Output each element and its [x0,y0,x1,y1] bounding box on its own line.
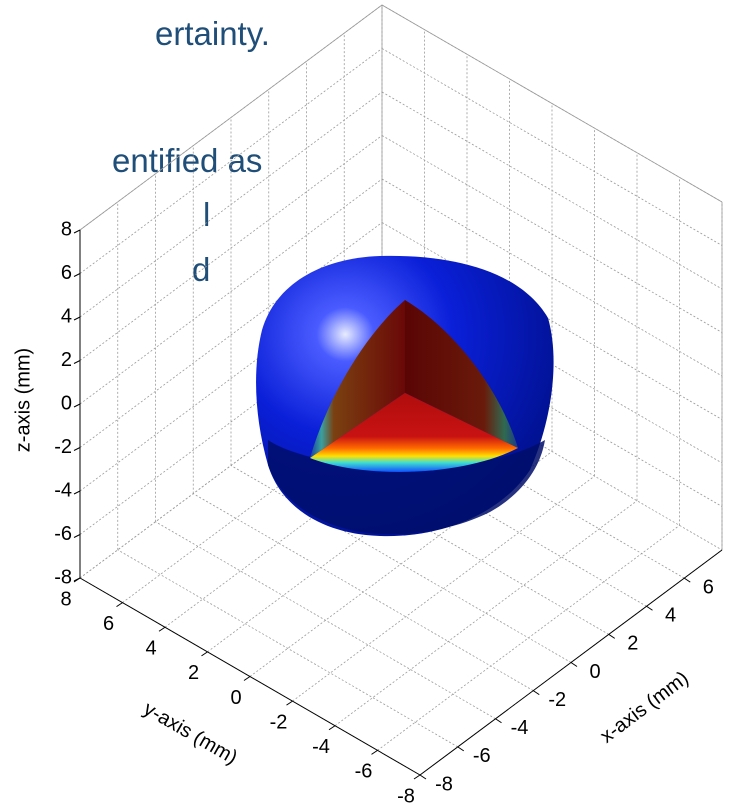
tick-mark [73,534,81,538]
tick-mark [73,403,81,408]
z-axis-label: z-axis (mm) [12,348,34,452]
y-tick-label: -2 [270,711,288,733]
slide-line: ertainty. [155,15,270,52]
y-tick-label: 2 [188,662,199,684]
tick-mark [532,690,540,696]
tick-mark [683,577,691,583]
x-tick-label: 4 [665,605,676,627]
y-tick-label: 0 [230,687,241,709]
tick-mark [608,633,616,639]
tick-mark [73,490,81,495]
cut-face [405,300,518,448]
tick-mark [73,447,81,451]
x-tick-label: 0 [589,661,600,683]
tick-mark [73,316,81,321]
grid-line [155,521,496,720]
z-tick-label: -8 [54,566,72,588]
slide-line: entified as [112,142,262,179]
slide-line: d [192,251,210,288]
y-tick-label: 4 [145,638,156,660]
sphere-surface [256,255,554,537]
tick-mark [328,725,336,731]
z-tick-label: 8 [61,218,72,240]
tick-mark [73,360,81,364]
tick-mark [419,774,427,780]
axis-line [419,549,723,776]
grid-line [381,222,723,420]
x-tick-label: 2 [627,633,638,655]
tick-mark [73,577,81,583]
cut-face [310,300,405,458]
slide-line: l [203,196,210,233]
x-tick-label: 6 [703,576,714,598]
tick-mark [457,746,465,752]
x-tick-label: -2 [548,689,566,711]
tick-mark [495,718,502,724]
z-tick-label: -2 [54,436,72,458]
slide-text: ertainty. entified as l d [112,15,270,288]
grid-line [268,437,609,635]
x-axis-label: x-axis (mm) [596,667,693,747]
y-tick-label: 6 [103,613,114,635]
tick-mark [646,605,653,611]
grid-line [117,549,458,748]
axis-line [79,577,421,776]
tick-mark [116,602,123,608]
cut-face [310,393,518,472]
grid-line [79,222,383,448]
y-tick-label: -8 [397,785,415,806]
tick-mark [158,626,166,632]
tick-mark [73,229,81,234]
z-tick-label: 0 [61,392,72,414]
tick-mark [73,273,81,277]
y-tick-label: 8 [60,588,71,610]
grid-line [292,475,595,702]
z-tick-label: -6 [54,523,72,545]
tick-mark [371,749,378,755]
tick-mark [201,651,208,657]
z-tick-label: 2 [61,349,72,371]
y-tick-label: -4 [312,736,330,758]
z-tick-label: 4 [61,305,72,327]
tick-mark [286,700,293,706]
x-tick-label: -4 [511,717,529,739]
grid-line [334,500,638,727]
x-tick-label: -6 [473,745,491,767]
tick-mark [570,662,578,667]
z-tick-label: 6 [61,262,72,284]
tick-mark [413,774,421,780]
grid-line [381,4,723,203]
grid-line [79,4,383,231]
grid-line [377,525,680,751]
z-tick-label: -4 [54,479,72,501]
y-axis-label: y-axis (mm) [140,698,241,769]
tick-mark [243,676,251,681]
y-tick-label: -6 [355,761,373,783]
x-tick-label: -8 [435,773,453,795]
